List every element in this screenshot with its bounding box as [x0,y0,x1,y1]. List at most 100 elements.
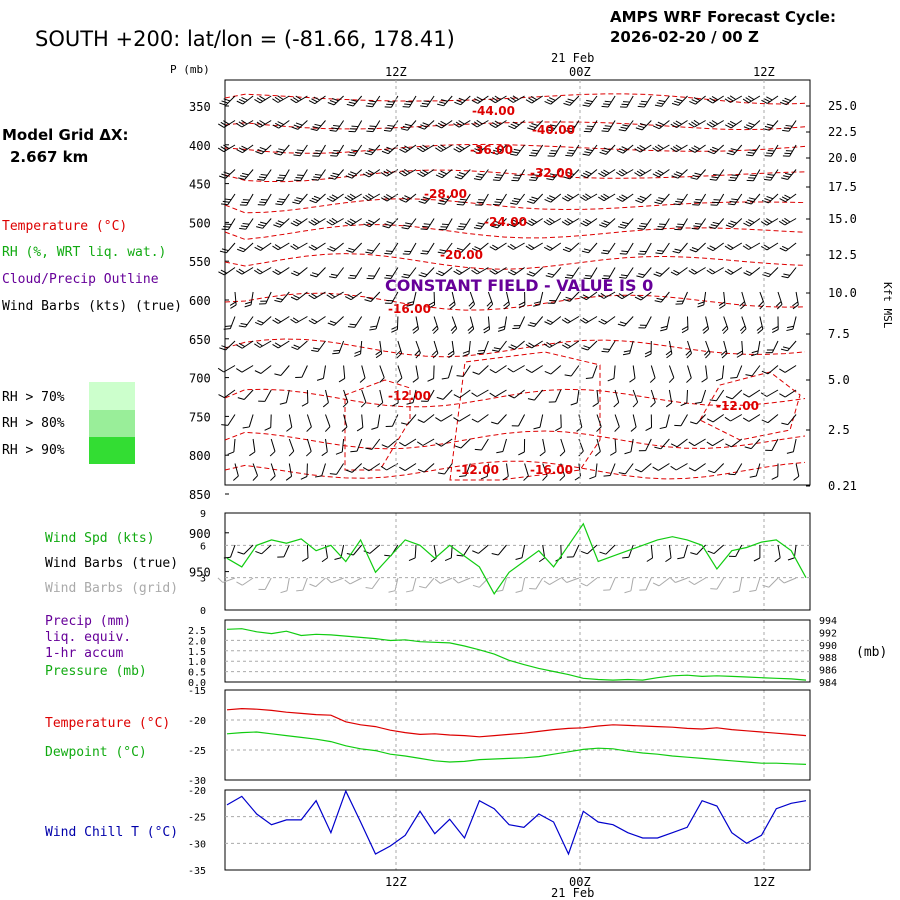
wind-barb [635,193,652,204]
wind-barb [601,242,616,255]
wind-barb [782,144,797,157]
wind-barb [221,193,236,206]
wind-barb [308,316,326,325]
wind-barb [288,438,295,457]
wind-barb [724,95,743,103]
wind-barb [473,218,489,230]
wind-barb [544,193,562,203]
wind-barb-true [599,544,616,555]
wind-barb [547,291,562,304]
legend-temperature: Temperature (°C) [2,219,127,234]
wind-barb [761,95,779,104]
pressure-tick-label: 450 [189,178,211,192]
wind-barb-grid [434,577,453,584]
wind-barb [420,242,435,255]
wind-barb [725,218,743,228]
wind-barb [489,389,507,398]
wind-barb [401,218,417,230]
wind-barb [720,340,728,359]
precip-panel-frame [224,619,811,683]
wind-barb [400,120,417,131]
panel-tick-label-right: 990 [819,641,837,652]
wind-barb [670,267,688,276]
height-tick-label: 20.0 [828,151,857,165]
wind-barb [518,438,526,456]
wind-barb-grid [778,577,797,584]
wind-barb [474,438,489,451]
wind-barb [576,414,583,432]
wind-barb [421,389,435,402]
wind-barb [402,95,417,108]
temperature-contour [224,169,806,183]
wind-barb [708,218,725,229]
wind-barb [454,95,471,106]
wind-barb [347,316,363,328]
wind-barb [765,438,779,451]
wind-barb [616,168,634,177]
wind-barb [542,463,548,481]
wind-barb [730,365,743,379]
wind-barb [688,438,706,447]
height-tick-label: 12.5 [828,248,857,262]
panel-tick-label: 2.0 [188,636,206,647]
wind-barb [756,316,764,334]
wind-barb [697,291,707,308]
wind-barb [293,144,308,157]
wind-barb [471,119,489,128]
wind-barb [291,340,308,350]
wind-barb [384,95,399,108]
wind-barb [694,389,707,404]
wind-barb [497,316,507,332]
wind-barb [363,218,381,228]
wind-barb [384,291,399,304]
rh80-swatch [89,410,135,437]
wind-barb [742,414,761,422]
wind-barb [309,267,326,278]
wind-barb [432,316,439,334]
wind-barb [254,316,272,326]
bottom-time-ticks: 12Z 00Z 12Z [385,875,775,889]
wind-barb [725,120,743,129]
wind-barb [564,267,580,279]
wind-barb [728,169,743,182]
wind-barb [529,169,544,182]
wind-barb-true [665,544,672,563]
wind-barb [525,242,543,251]
wind-barb [527,120,544,131]
wind-barb [692,193,707,206]
wind-barb [395,340,403,359]
wind-barb [655,242,670,255]
wind-barb [237,389,254,400]
wind-barb [726,144,743,156]
wind-barb [401,267,417,279]
pressure-tick-label: 650 [189,333,211,347]
wind-barb-true [491,544,507,556]
wind-barb [473,169,489,181]
wind-barb [418,193,435,204]
wind-barb [751,340,761,357]
wind-barb [335,438,345,455]
wind-barb [544,316,562,325]
legend-dewpoint: Dewpoint (°C) [45,745,147,760]
wind-barb [614,414,620,432]
wind-barb [715,365,725,382]
panel-tick-label: -20 [188,716,206,727]
wind-barb [652,144,670,152]
wind-barb [254,120,272,128]
wind-barb [761,414,779,424]
wind-barb [779,389,797,398]
wind-barb [350,438,363,453]
wind-barb [244,291,254,308]
wind-barb [561,316,580,324]
panel-tick-label: -25 [188,746,206,757]
wind-barb [496,438,507,454]
panel-tick-label: 1.0 [188,657,206,668]
temperature-contour [224,292,806,311]
wind-barb-true [408,544,417,562]
wind-barb [453,389,471,399]
temperature-contours [224,93,806,481]
wind-barb [689,95,706,105]
wind-barb [329,463,345,475]
wind-barb [688,119,706,128]
